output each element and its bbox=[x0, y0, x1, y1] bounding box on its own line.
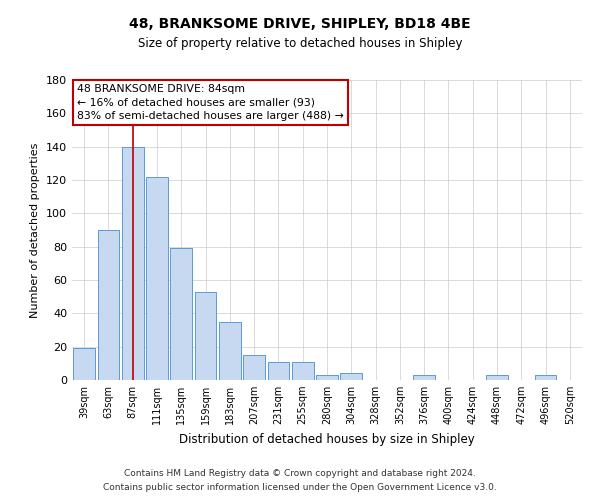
Text: 48 BRANKSOME DRIVE: 84sqm
← 16% of detached houses are smaller (93)
83% of semi-: 48 BRANKSOME DRIVE: 84sqm ← 16% of detac… bbox=[77, 84, 344, 121]
Bar bbox=[97, 230, 119, 380]
Bar bbox=[292, 362, 314, 380]
Bar bbox=[340, 374, 362, 380]
Bar bbox=[194, 292, 217, 380]
Y-axis label: Number of detached properties: Number of detached properties bbox=[31, 142, 40, 318]
Text: Contains public sector information licensed under the Open Government Licence v3: Contains public sector information licen… bbox=[103, 484, 497, 492]
Text: 48, BRANKSOME DRIVE, SHIPLEY, BD18 4BE: 48, BRANKSOME DRIVE, SHIPLEY, BD18 4BE bbox=[129, 18, 471, 32]
Bar bbox=[268, 362, 289, 380]
Text: Size of property relative to detached houses in Shipley: Size of property relative to detached ho… bbox=[138, 38, 462, 51]
Bar bbox=[535, 375, 556, 380]
Bar bbox=[316, 375, 338, 380]
Bar bbox=[243, 355, 265, 380]
Text: Contains HM Land Registry data © Crown copyright and database right 2024.: Contains HM Land Registry data © Crown c… bbox=[124, 468, 476, 477]
Bar bbox=[219, 322, 241, 380]
X-axis label: Distribution of detached houses by size in Shipley: Distribution of detached houses by size … bbox=[179, 432, 475, 446]
Bar bbox=[73, 348, 95, 380]
Bar bbox=[122, 146, 143, 380]
Bar bbox=[170, 248, 192, 380]
Bar bbox=[486, 375, 508, 380]
Bar bbox=[413, 375, 435, 380]
Bar bbox=[146, 176, 168, 380]
